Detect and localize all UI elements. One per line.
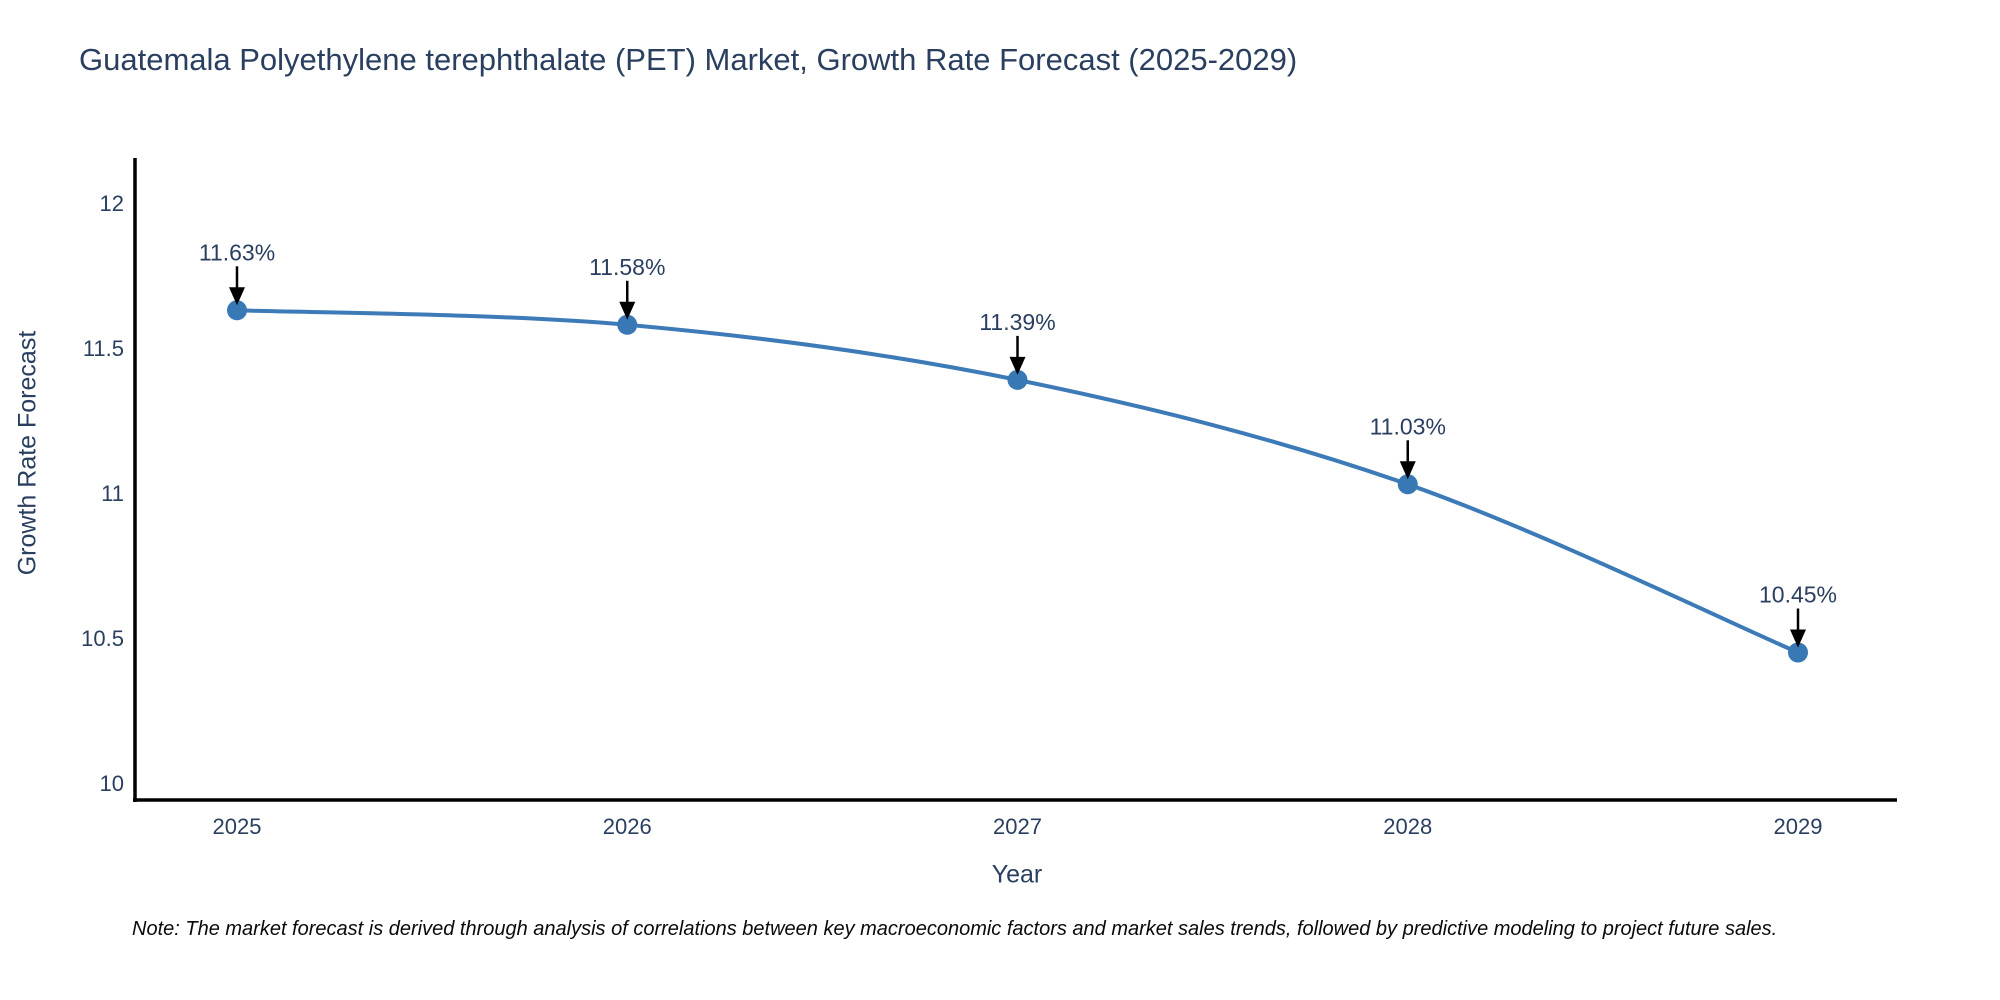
- annotation-label: 10.45%: [1759, 582, 1837, 608]
- footnote: Note: The market forecast is derived thr…: [132, 918, 1778, 940]
- x-axis-title: Year: [991, 860, 1043, 889]
- data-point-marker: [1397, 474, 1418, 495]
- y-tick-label: 10: [100, 771, 124, 796]
- y-tick-label: 11: [101, 481, 124, 506]
- x-tick-label: 2025: [213, 814, 262, 839]
- x-tick-label: 2029: [1774, 814, 1823, 839]
- x-tick-label: 2027: [993, 814, 1042, 839]
- data-point-marker: [1788, 642, 1808, 663]
- data-point-marker: [1007, 369, 1028, 390]
- y-tick-label: 12: [100, 191, 124, 216]
- y-tick-label: 11.5: [83, 336, 124, 361]
- chart-title: Guatemala Polyethylene terephthalate (PE…: [79, 42, 1298, 77]
- x-tick-label: 2026: [603, 814, 652, 839]
- annotation-label: 11.58%: [589, 254, 665, 280]
- annotation-arrowhead: [229, 287, 245, 306]
- data-point-marker: [227, 300, 247, 321]
- data-point-marker: [617, 314, 638, 335]
- annotation-arrowhead: [1009, 356, 1026, 375]
- annotation-arrowhead: [1790, 629, 1806, 648]
- annotation-arrowhead: [619, 301, 636, 320]
- y-tick-label: 10.5: [81, 626, 124, 651]
- annotation-arrowhead: [1399, 461, 1416, 480]
- x-tick-label: 2028: [1383, 814, 1432, 839]
- y-axis-title: Growth Rate Forecast: [13, 330, 42, 576]
- annotation-label: 11.63%: [199, 239, 275, 265]
- annotation-label: 11.03%: [1370, 413, 1446, 439]
- annotation-label: 11.39%: [979, 309, 1055, 335]
